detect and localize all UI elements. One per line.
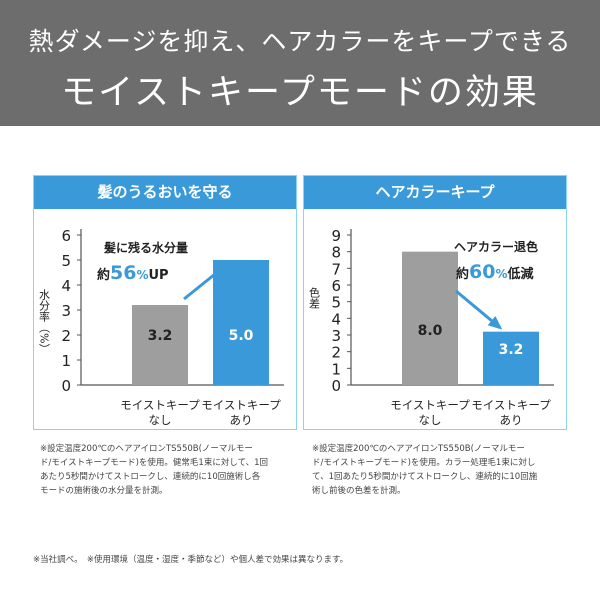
annotation-suffix: UP [149, 268, 169, 283]
banner-subtitle: 熱ダメージを抑え、ヘアカラーをキープできる [28, 27, 572, 56]
annotation-value: 約60%低減 [456, 261, 534, 283]
note-line: ※設定温度200℃のヘアアイロンTS550B(ノーマルモー [312, 444, 525, 454]
moisture-chart-panel: 髪のうるおいを守る 0 1 2 3 4 5 6 水分率（%） 3.2 モイストキープ なし 5.0 モイ… [33, 175, 297, 430]
note-line: ド/モイストキープモード)を使用。カラー処理毛1束に対し [312, 458, 536, 468]
y-tick-label: 0 [331, 377, 341, 395]
trend-arrowhead [217, 260, 233, 274]
color-chart: 0123456789色差8.0モイストキープなし3.2モイストキープありヘアカラ… [308, 227, 554, 427]
note-line: て、1回あたり5秒間かけてストロークし、連続的に10回施 [312, 472, 538, 482]
bar [402, 251, 458, 385]
x-tick-label: なし [419, 413, 442, 427]
annotation-prefix: 約 [456, 266, 469, 282]
moisture-chart-title: 髪のうるおいを守る [34, 176, 296, 209]
annotation-prefix: 約 [97, 267, 110, 283]
x-tick-label: なし [149, 413, 172, 427]
color-note: ※設定温度200℃のヘアアイロンTS550B(ノーマルモー ド/モイストキープモ… [312, 442, 570, 498]
y-axis-label: 水分率（%） [38, 289, 51, 355]
y-tick-label: 0 [61, 377, 71, 395]
y-tick-label: 2 [61, 327, 71, 345]
color-chart-title: ヘアカラーキープ [304, 176, 566, 209]
annotation-value: 約56%UP [97, 262, 169, 284]
y-tick-label: 3 [61, 302, 71, 320]
annotation-unit: % [136, 268, 148, 282]
x-tick-label: モイストキープ [390, 398, 470, 412]
y-tick-label: 4 [61, 277, 71, 295]
y-tick-label: 1 [331, 360, 341, 378]
y-tick-label: 4 [331, 310, 341, 328]
x-tick-label: モイストキープ [471, 398, 551, 412]
note-line: ※設定温度200℃のヘアアイロンTS550B(ノーマルモー [40, 444, 253, 454]
header-banner: 熱ダメージを抑え、ヘアカラーをキープできる モイストキープモードの効果 [0, 0, 600, 126]
y-tick-label: 5 [331, 294, 341, 312]
bar-value-label: 3.2 [499, 342, 524, 358]
y-tick-label: 2 [331, 344, 341, 362]
annotation-label: 髪に残る水分量 [103, 240, 188, 255]
note-line: 術し前後の色差を計測。 [312, 486, 406, 496]
y-tick-label: 9 [331, 227, 341, 245]
moisture-note: ※設定温度200℃のヘアアイロンTS550B(ノーマルモー ド/モイストキープモ… [40, 442, 298, 498]
bar [132, 305, 188, 385]
annotation-suffix: 低減 [507, 266, 534, 282]
x-tick-label: モイストキープ [120, 398, 200, 412]
banner-title: モイストキープモードの効果 [61, 73, 539, 113]
annotation-number: 56 [110, 262, 136, 284]
x-tick-label: あり [230, 413, 253, 427]
bar-value-label: 3.2 [148, 328, 173, 344]
annotation-number: 60 [469, 261, 495, 283]
color-chart-panel: ヘアカラーキープ 0 1 2 3 4 5 6 7 8 9 色差 8.0 モイストキープ なし 3.2 モイスト… [303, 175, 567, 430]
trend-arrowhead [487, 316, 503, 330]
y-axis-label: 色差 [308, 286, 321, 309]
bar-value-label: 5.0 [229, 328, 254, 344]
bar [213, 260, 269, 385]
note-line: ド/モイストキープモード)を使用。健常毛1束に対して、1回 [40, 458, 269, 468]
y-tick-label: 6 [331, 277, 341, 295]
y-tick-label: 6 [61, 227, 71, 245]
note-line: あたり5秒間かけてストロークし、連続的に10回施術し各 [40, 472, 261, 482]
y-tick-label: 7 [331, 260, 341, 278]
y-tick-label: 5 [61, 252, 71, 270]
y-tick-label: 3 [331, 327, 341, 345]
annotation-unit: % [495, 267, 507, 281]
footer-disclaimer: ※当社調べ。 ※使用環境（温度・湿度・季節など）や個人差で効果は異なります。 [33, 555, 349, 565]
bar [483, 331, 539, 385]
x-tick-label: モイストキープ [201, 398, 281, 412]
annotation-label: ヘアカラー退色 [454, 239, 538, 254]
y-tick-label: 8 [331, 244, 341, 262]
note-line: モードの施術後の水分量を計測。 [40, 486, 168, 496]
y-tick-label: 1 [61, 352, 71, 370]
bar-value-label: 8.0 [418, 323, 443, 339]
x-tick-label: あり [500, 413, 523, 427]
